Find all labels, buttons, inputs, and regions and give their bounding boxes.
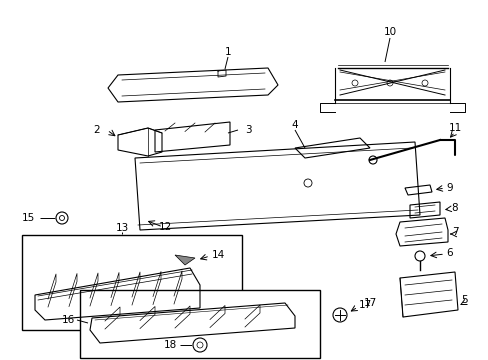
Text: 6: 6 <box>446 248 452 258</box>
Text: 2: 2 <box>94 125 100 135</box>
Text: 1: 1 <box>224 47 231 57</box>
Text: 13: 13 <box>115 223 128 233</box>
Bar <box>22 235 242 330</box>
Text: 10: 10 <box>383 27 396 37</box>
Text: 9: 9 <box>446 183 452 193</box>
Text: 14: 14 <box>211 250 224 260</box>
Text: 17: 17 <box>358 300 371 310</box>
Polygon shape <box>175 255 195 265</box>
Text: 8: 8 <box>451 203 457 213</box>
Text: 17: 17 <box>363 298 376 308</box>
Text: 11: 11 <box>447 123 461 133</box>
Circle shape <box>414 251 424 261</box>
Text: 15: 15 <box>21 213 35 223</box>
Text: 16: 16 <box>61 315 75 325</box>
Circle shape <box>193 338 206 352</box>
Circle shape <box>56 212 68 224</box>
Text: 3: 3 <box>244 125 251 135</box>
Text: 4: 4 <box>291 120 298 130</box>
Text: 18: 18 <box>163 340 176 350</box>
Bar <box>80 290 319 358</box>
Text: 7: 7 <box>451 227 457 237</box>
Circle shape <box>332 308 346 322</box>
Text: 5: 5 <box>461 295 468 305</box>
Text: 12: 12 <box>158 222 171 232</box>
